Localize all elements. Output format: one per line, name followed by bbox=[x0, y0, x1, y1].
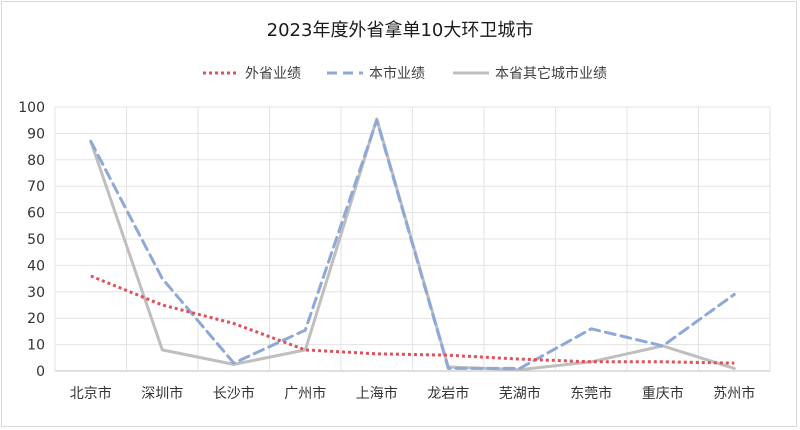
y-tick-label: 30 bbox=[27, 285, 45, 301]
x-tick-label: 苏州市 bbox=[713, 385, 755, 402]
legend-label-2: 本市业绩 bbox=[369, 65, 425, 82]
x-tick-label: 深圳市 bbox=[141, 385, 183, 402]
x-tick-label: 上海市 bbox=[356, 385, 398, 402]
legend-label-3: 本省其它城市业绩 bbox=[495, 65, 607, 82]
x-tick-label: 北京市 bbox=[70, 385, 112, 402]
y-tick-label: 40 bbox=[27, 258, 45, 274]
x-tick-label: 东莞市 bbox=[570, 385, 612, 402]
x-tick-label: 芜湖市 bbox=[499, 385, 541, 402]
y-tick-label: 20 bbox=[27, 311, 45, 327]
legend-label-1: 外省业绩 bbox=[245, 66, 301, 82]
y-tick-label: 10 bbox=[27, 338, 45, 354]
y-tick-label: 80 bbox=[27, 153, 45, 169]
y-tick-label: 70 bbox=[27, 179, 45, 195]
y-tick-label: 0 bbox=[36, 364, 45, 380]
x-tick-label: 广州市 bbox=[284, 385, 326, 402]
y-tick-label: 50 bbox=[27, 232, 45, 248]
x-tick-label: 龙岩市 bbox=[427, 385, 469, 402]
y-tick-label: 100 bbox=[18, 100, 45, 116]
y-tick-label: 60 bbox=[27, 206, 45, 222]
x-tick-label: 重庆市 bbox=[642, 385, 684, 402]
x-tick-label: 长沙市 bbox=[213, 385, 255, 402]
y-tick-label: 90 bbox=[27, 126, 45, 142]
